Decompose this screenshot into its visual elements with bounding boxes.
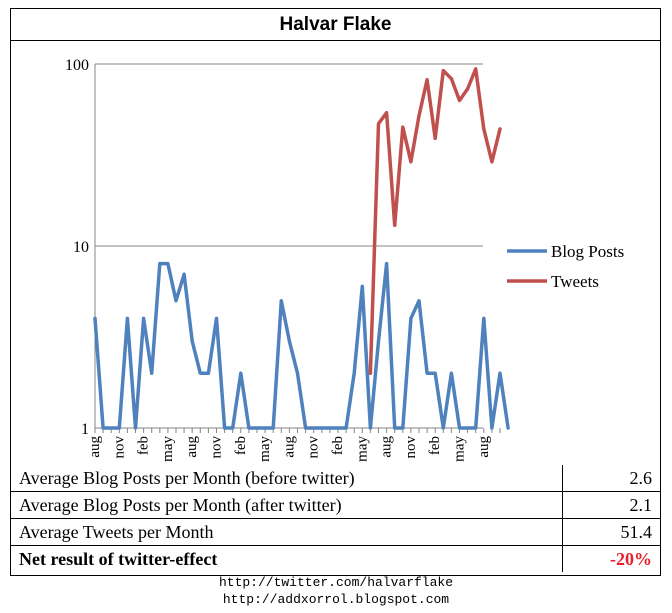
x-tick-label: aug <box>476 436 492 458</box>
legend-label: Tweets <box>551 272 599 291</box>
series-line-blog-posts <box>93 261 510 430</box>
x-tick-label: nov <box>306 436 322 459</box>
stat-label: Average Tweets per Month <box>11 518 563 546</box>
x-tick-label: may <box>160 436 176 462</box>
stats-row: Average Blog Posts per Month (after twit… <box>11 491 660 519</box>
x-tick-label: nov <box>209 436 225 459</box>
x-tick-label: feb <box>136 436 152 455</box>
footer-twitter-url: http://twitter.com/halvarflake <box>218 575 454 590</box>
stats-table: Average Blog Posts per Month (before twi… <box>11 465 660 572</box>
x-tick-label: feb <box>233 436 249 455</box>
footer-blog-url: http://addxorrol.blogspot.com <box>222 592 450 607</box>
stat-value: 2.6 <box>562 465 660 492</box>
stat-label: Average Blog Posts per Month (before twi… <box>11 465 563 492</box>
stats-row-net-result: Net result of twitter-effect -20% <box>11 545 660 572</box>
y-tick-label: 10 <box>73 239 89 256</box>
x-tick-label: aug <box>379 436 395 458</box>
y-tick-label: 100 <box>65 57 89 74</box>
legend-label: Blog Posts <box>551 242 624 261</box>
stat-label: Net result of twitter-effect <box>11 545 563 572</box>
chart-title: Halvar Flake <box>11 9 660 41</box>
x-tick-label: nov <box>111 436 127 459</box>
stat-value: 2.1 <box>562 491 660 519</box>
stat-value: -20% <box>562 545 660 572</box>
x-tick-label: aug <box>87 436 103 458</box>
x-tick-label: aug <box>281 436 297 458</box>
stat-value: 51.4 <box>562 518 660 546</box>
y-tick-label: 1 <box>81 421 89 438</box>
series-line-tweets <box>368 67 502 375</box>
x-tick-label: may <box>452 436 468 462</box>
x-tick-label: aug <box>184 436 200 458</box>
stats-row: Average Blog Posts per Month (before twi… <box>11 465 660 492</box>
x-tick-label: feb <box>427 436 443 455</box>
x-tick-label: may <box>257 436 273 462</box>
chart-frame: Halvar Flake 1 10 100 aug nov feb may aug nov feb… <box>10 8 661 576</box>
x-tick-label: feb <box>330 436 346 455</box>
x-tick-label: nov <box>403 436 419 459</box>
chart-area: 1 10 100 aug nov feb may aug nov feb may aug nov feb m… <box>11 41 660 465</box>
stats-row: Average Tweets per Month 51.4 <box>11 518 660 546</box>
x-tick-label: may <box>354 436 370 462</box>
stat-label: Average Blog Posts per Month (after twit… <box>11 491 563 519</box>
